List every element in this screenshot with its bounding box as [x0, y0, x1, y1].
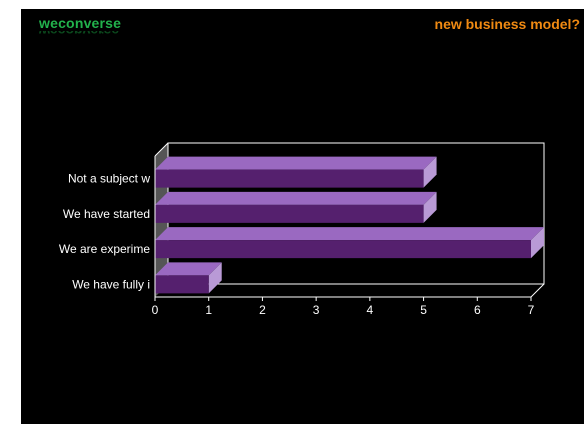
chart-labels: 0 1 2 3 4 5 6 7 Not a subject w We have started We… — [59, 172, 535, 317]
category-label-0: Not a subject w — [68, 172, 150, 186]
bar-side-face — [423, 156, 437, 188]
bar-top-face — [155, 156, 437, 170]
category-label-1: We have started — [63, 207, 150, 221]
x-tick-label-3: 3 — [313, 303, 320, 317]
chart-panel: weconverse weconverse new business model… — [21, 9, 584, 424]
x-tick-label-4: 4 — [367, 303, 374, 317]
x-tick-label-6: 6 — [474, 303, 481, 317]
bar-top-face — [155, 191, 437, 205]
bar-side-face — [208, 262, 222, 294]
chart-bars — [155, 156, 544, 294]
back-corner-top — [154, 142, 169, 157]
back-corner-right — [530, 283, 545, 298]
x-tick-label-5: 5 — [420, 303, 427, 317]
bar-2 — [155, 227, 544, 259]
bar-side-face — [531, 227, 544, 259]
bar-front-face — [155, 204, 424, 223]
x-tick-label-7: 7 — [528, 303, 535, 317]
category-label-2: We are experime — [59, 242, 150, 256]
chart-axes — [154, 142, 545, 301]
x-tick-label-2: 2 — [259, 303, 266, 317]
bar-1 — [155, 191, 437, 223]
x-tick-label-0: 0 — [152, 303, 159, 317]
category-label-3: We have fully i — [72, 277, 150, 291]
x-tick-label-1: 1 — [205, 303, 212, 317]
bar-0 — [155, 156, 437, 188]
bar-front-face — [155, 275, 209, 294]
chart-title: new business model? — [434, 16, 580, 32]
bar-chart: 0 1 2 3 4 5 6 7 Not a subject w We have started We… — [59, 142, 545, 317]
brand-logo: weconverse weconverse — [39, 15, 149, 45]
bar-top-face — [155, 227, 544, 241]
bar-front-face — [155, 240, 531, 259]
bar-front-face — [155, 169, 424, 188]
brand-name: weconverse — [39, 15, 122, 31]
bar-top-face — [155, 262, 222, 276]
bar-side-face — [423, 191, 437, 223]
bar-3 — [155, 262, 222, 294]
